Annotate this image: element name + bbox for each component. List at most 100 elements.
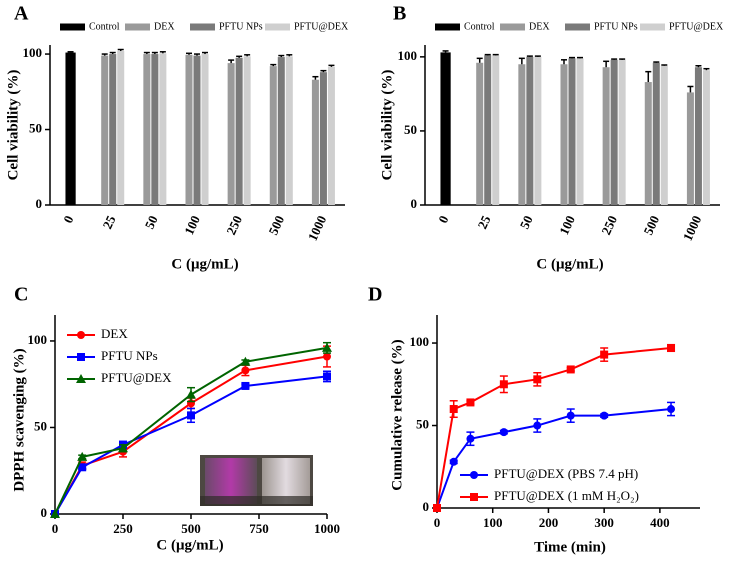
legend-swatch [640, 23, 665, 31]
legend-label: Control [89, 21, 120, 32]
bar [484, 55, 492, 206]
bar [243, 56, 251, 205]
x-tick-label: 100 [181, 213, 203, 237]
bar [518, 64, 526, 205]
x-tick-label: 0 [434, 515, 441, 530]
marker [77, 451, 88, 461]
y-tick-label: 0 [41, 505, 48, 520]
y-tick-label: 50 [34, 418, 47, 433]
marker [667, 405, 676, 414]
bar [568, 58, 576, 206]
bar [440, 52, 451, 205]
panel-label: A [14, 3, 29, 25]
bar [151, 54, 159, 205]
marker [466, 434, 475, 443]
legend-label: PFTU@DEX [294, 21, 349, 32]
bar [660, 65, 668, 205]
x-tick-label: 0 [60, 213, 76, 225]
bar [686, 92, 694, 205]
series-line [436, 346, 672, 509]
inset-photo [200, 455, 313, 506]
panel-label: D [368, 284, 382, 306]
legend-label: PFTU@DEX [669, 21, 724, 32]
bar [235, 57, 243, 206]
marker [600, 350, 609, 359]
y-tick-label: 100 [410, 334, 430, 349]
legend-swatch [435, 23, 460, 31]
bar [492, 55, 500, 206]
x-axis-title: C (μg/mL) [171, 256, 238, 272]
x-tick-label: 200 [539, 515, 559, 530]
legend-swatch [125, 23, 150, 31]
legend-label: PFTU NPs [101, 348, 158, 363]
marker [449, 457, 458, 466]
x-tick-label: 0 [435, 213, 451, 225]
y-tick-label: 100 [23, 45, 43, 60]
x-axis-title: C (μg/mL) [156, 537, 223, 553]
marker [533, 421, 542, 430]
y-tick-label: 100 [398, 48, 418, 63]
bar [101, 55, 109, 205]
y-axis-title: Cell viability (%) [5, 70, 21, 181]
marker [78, 463, 87, 472]
bar [644, 82, 652, 205]
bar [702, 70, 710, 206]
marker [322, 342, 332, 352]
marker [499, 428, 508, 437]
series-line [54, 375, 328, 515]
x-axis-title: C (μg/mL) [536, 256, 603, 272]
y-axis-title: Cumulative release (%) [389, 339, 405, 490]
legend-marker [470, 493, 478, 501]
legend-marker [77, 353, 85, 361]
legend-marker [77, 331, 85, 339]
y-tick-label: 0 [411, 196, 418, 211]
bar [476, 62, 484, 206]
bar [65, 52, 76, 206]
y-tick-label: 50 [404, 122, 417, 137]
x-tick-label: 100 [483, 515, 503, 530]
marker [187, 411, 195, 420]
y-tick-label: 50 [416, 417, 429, 432]
x-tick-label: 500 [265, 213, 287, 237]
x-tick-label: 400 [650, 515, 670, 530]
legend-marker [470, 471, 478, 479]
marker [499, 380, 508, 389]
marker [186, 389, 196, 399]
bar [227, 63, 235, 206]
legend-swatch [60, 23, 85, 31]
x-tick-label: 1000 [305, 213, 330, 243]
legend-label: Control [464, 21, 495, 32]
marker [533, 375, 542, 384]
x-tick-label: 0 [52, 521, 59, 536]
bar [285, 56, 293, 205]
bar [201, 54, 209, 205]
series-line [436, 408, 672, 509]
x-tick-label: 250 [113, 521, 133, 536]
legend-swatch [190, 23, 215, 31]
marker [433, 504, 441, 512]
series-line [54, 346, 328, 515]
bar [618, 59, 626, 205]
legend-label: PFTU NPs [594, 21, 638, 32]
marker [667, 343, 676, 352]
bar [319, 72, 327, 205]
panel-label: C [14, 284, 28, 306]
marker [566, 365, 575, 374]
bar [117, 51, 125, 205]
x-axis-title: Time (min) [534, 539, 606, 555]
marker [449, 405, 458, 414]
x-tick-label: 500 [181, 521, 201, 536]
marker [323, 372, 331, 381]
legend-marker [76, 374, 86, 383]
marker [323, 352, 331, 361]
x-tick-label: 300 [594, 515, 614, 530]
y-tick-label: 100 [28, 332, 48, 347]
bar [560, 64, 568, 205]
x-tick-label: 50 [517, 213, 536, 231]
x-tick-label: 25 [100, 213, 119, 232]
x-tick-label: 1000 [314, 521, 340, 536]
marker [241, 366, 250, 375]
bar [576, 58, 584, 206]
x-tick-label: 25 [475, 213, 494, 232]
